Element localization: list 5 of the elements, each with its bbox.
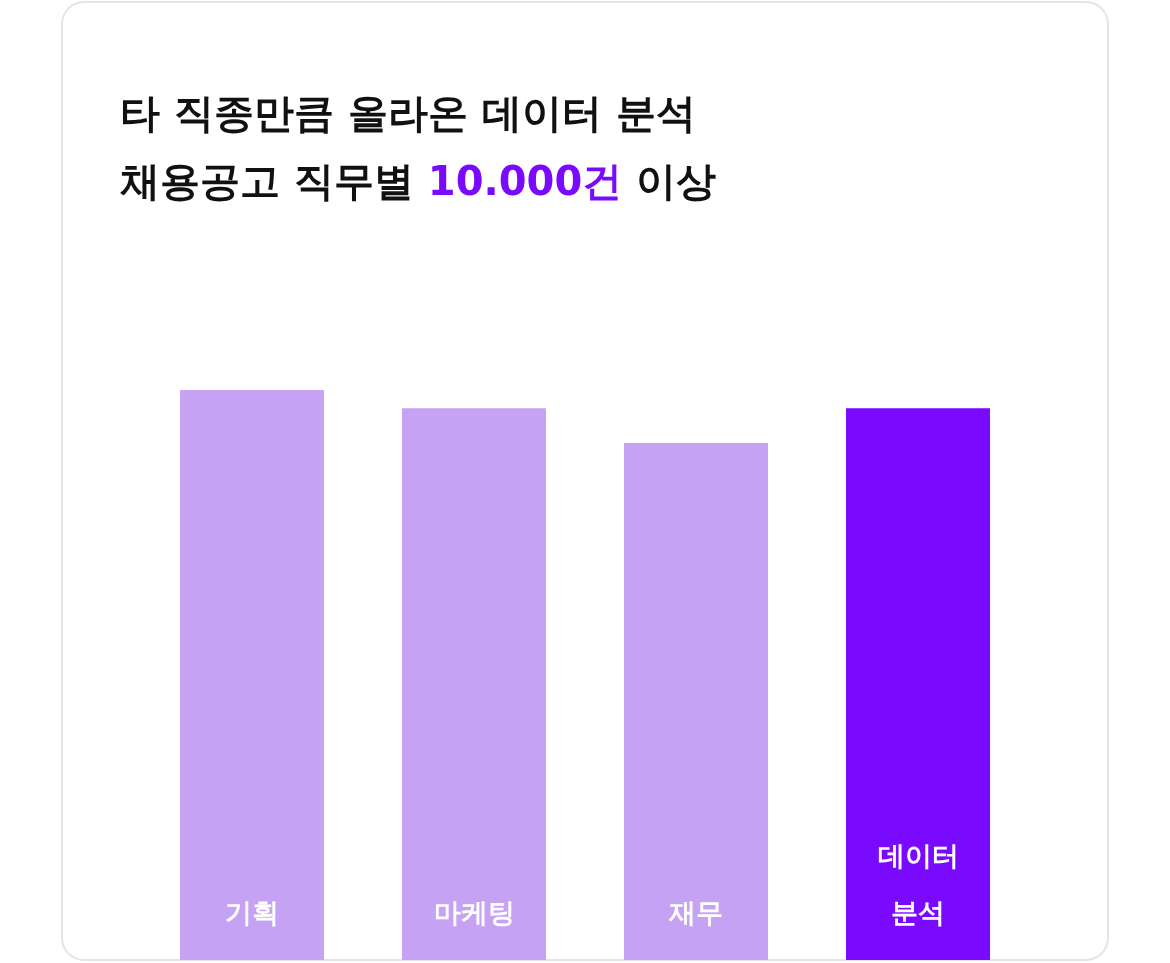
x-tick-label: 마케팅: [433, 897, 515, 928]
x-tick-label: 기획: [225, 897, 279, 928]
x-tick-label: 재무: [668, 897, 723, 928]
x-tick-label: 데이터 분석: [877, 840, 959, 928]
title: 타 직종만큼 올라온 데이터 분석 채용공고 직무별 10.000건 이상: [120, 90, 717, 204]
